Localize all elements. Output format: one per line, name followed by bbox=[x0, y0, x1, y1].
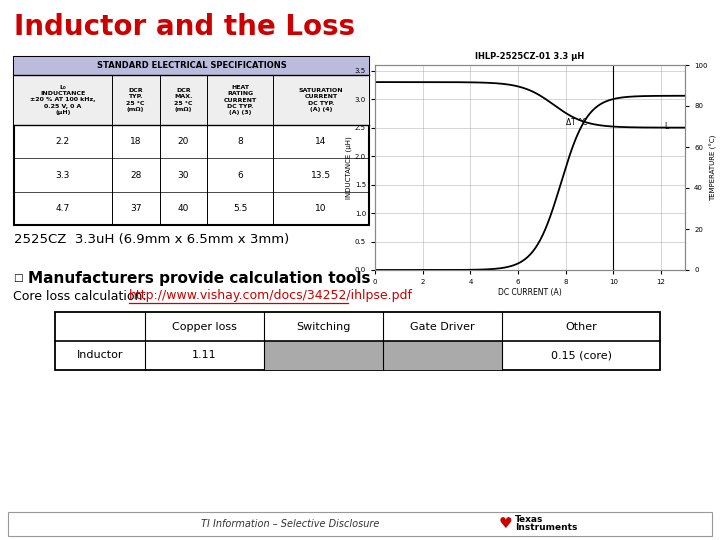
Bar bbox=[14, 57, 369, 75]
Text: 3.3: 3.3 bbox=[55, 171, 70, 179]
Text: □: □ bbox=[13, 273, 23, 283]
Y-axis label: TEMPERATURE (°C): TEMPERATURE (°C) bbox=[711, 134, 718, 201]
X-axis label: DC CURRENT (A): DC CURRENT (A) bbox=[498, 288, 562, 297]
Y-axis label: INDUCTANCE (μH): INDUCTANCE (μH) bbox=[346, 136, 352, 199]
Bar bbox=[14, 75, 369, 125]
Text: Core loss calculation:: Core loss calculation: bbox=[13, 289, 150, 302]
Text: DCR
TYP.
25 °C
(mΩ): DCR TYP. 25 °C (mΩ) bbox=[126, 88, 145, 112]
Text: SATURATION
CURRENT
DC TYP.
(A) (4): SATURATION CURRENT DC TYP. (A) (4) bbox=[299, 88, 343, 112]
Text: 2525CZ  3.3uH (6.9mm x 6.5mm x 3mm): 2525CZ 3.3uH (6.9mm x 6.5mm x 3mm) bbox=[14, 233, 289, 246]
Text: ΔT °C: ΔT °C bbox=[566, 118, 587, 127]
Text: L: L bbox=[664, 122, 668, 131]
Text: ♥: ♥ bbox=[498, 516, 512, 531]
Text: Inductor and the Loss: Inductor and the Loss bbox=[14, 13, 355, 41]
Text: 37: 37 bbox=[130, 204, 141, 213]
Bar bbox=[383, 341, 502, 370]
Text: Gate Driver: Gate Driver bbox=[410, 321, 474, 332]
Text: DCR
MAX.
25 °C
(mΩ): DCR MAX. 25 °C (mΩ) bbox=[174, 88, 193, 112]
Text: Other: Other bbox=[565, 321, 597, 332]
Text: TI Information – Selective Disclosure: TI Information – Selective Disclosure bbox=[201, 519, 379, 529]
Text: 30: 30 bbox=[178, 171, 189, 179]
Text: STANDARD ELECTRICAL SPECIFICATIONS: STANDARD ELECTRICAL SPECIFICATIONS bbox=[96, 62, 287, 71]
Text: 20: 20 bbox=[178, 137, 189, 146]
Bar bbox=[264, 341, 383, 370]
Text: 14: 14 bbox=[315, 137, 327, 146]
Text: 18: 18 bbox=[130, 137, 141, 146]
Bar bbox=[8, 512, 712, 536]
Text: HEAT
RATING
CURRENT
DC TYP.
(A) (3): HEAT RATING CURRENT DC TYP. (A) (3) bbox=[224, 85, 257, 115]
Text: 2.2: 2.2 bbox=[55, 137, 70, 146]
Bar bbox=[14, 57, 369, 225]
Text: 13.5: 13.5 bbox=[311, 171, 331, 179]
Text: 4.7: 4.7 bbox=[55, 204, 70, 213]
Text: 10: 10 bbox=[315, 204, 327, 213]
Text: http://www.vishay.com/docs/34252/ihlpse.pdf: http://www.vishay.com/docs/34252/ihlpse.… bbox=[129, 289, 413, 302]
Title: IHLP-2525CZ-01 3.3 μH: IHLP-2525CZ-01 3.3 μH bbox=[475, 52, 585, 62]
Text: Manufacturers provide calculation tools: Manufacturers provide calculation tools bbox=[28, 271, 371, 286]
Text: Inductor: Inductor bbox=[76, 350, 123, 361]
Text: Texas: Texas bbox=[515, 516, 544, 524]
Text: 40: 40 bbox=[178, 204, 189, 213]
Text: 28: 28 bbox=[130, 171, 141, 179]
Text: 5.5: 5.5 bbox=[233, 204, 248, 213]
Text: L₀
INDUCTANCE
±20 % AT 100 kHz,
0.25 V, 0 A
(μH): L₀ INDUCTANCE ±20 % AT 100 kHz, 0.25 V, … bbox=[30, 85, 96, 115]
Text: Copper loss: Copper loss bbox=[171, 321, 237, 332]
Text: 6: 6 bbox=[238, 171, 243, 179]
Text: Instruments: Instruments bbox=[515, 523, 577, 532]
Text: 1.11: 1.11 bbox=[192, 350, 217, 361]
Text: 8: 8 bbox=[238, 137, 243, 146]
Bar bbox=[55, 312, 660, 370]
Text: 0.15 (core): 0.15 (core) bbox=[551, 350, 611, 361]
Text: Switching: Switching bbox=[296, 321, 351, 332]
